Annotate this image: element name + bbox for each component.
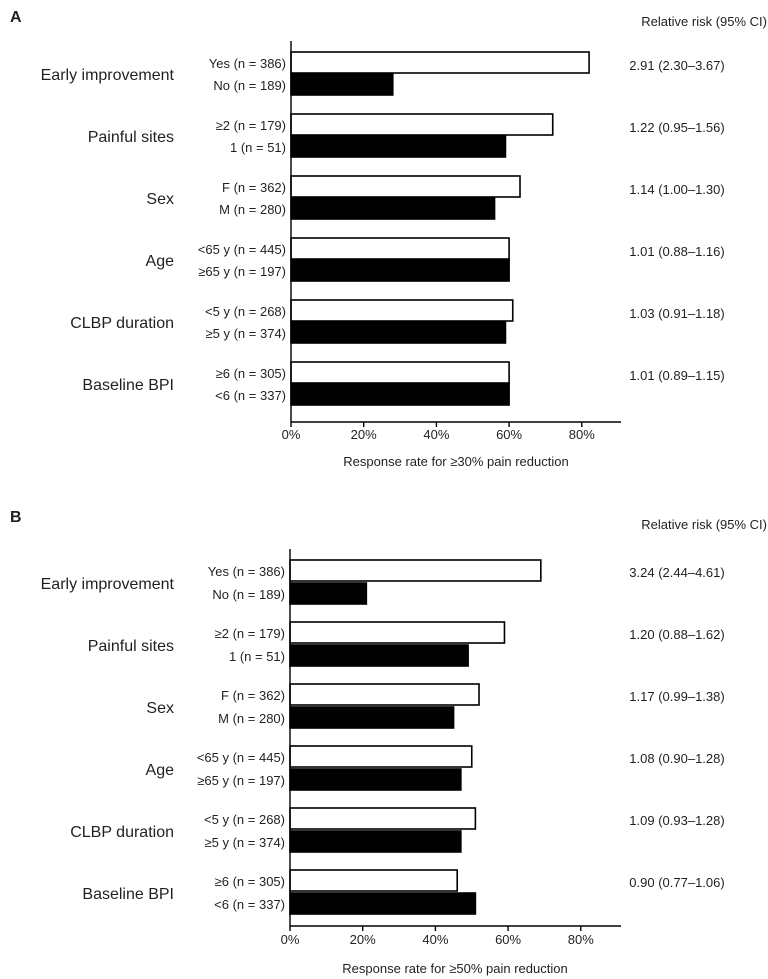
x-tick-label: 20% (351, 427, 377, 442)
bar-label: <5 y (n = 268) (204, 812, 285, 827)
x-tick-label: 80% (568, 932, 594, 947)
relative-risk-value: 1.17 (0.99–1.38) (629, 689, 724, 704)
x-tick-label: 40% (423, 427, 449, 442)
bar-white (290, 175, 521, 198)
panel-label: A (10, 9, 22, 26)
bar-black (290, 73, 394, 96)
bar-label: ≥2 (n = 179) (216, 118, 286, 133)
relative-risk-value: 1.01 (0.89–1.15) (629, 368, 724, 383)
relative-risk-value: 1.09 (0.93–1.28) (629, 813, 724, 828)
bar-label: <5 y (n = 268) (205, 304, 286, 319)
bar-label: ≥5 y (n = 374) (206, 326, 286, 341)
bar-label: Yes (n = 386) (209, 56, 286, 71)
bar-label: ≥65 y (n = 197) (198, 264, 286, 279)
bar-label: M (n = 280) (218, 711, 285, 726)
group-label: Painful sites (88, 638, 174, 655)
bar-white (289, 559, 542, 582)
group-label: Age (146, 762, 175, 779)
x-axis-title: Response rate for ≥50% pain reduction (342, 961, 567, 976)
bar-white (289, 807, 477, 830)
relative-risk-value: 0.90 (0.77–1.06) (629, 875, 724, 890)
x-tick-label: 0% (281, 932, 300, 947)
panel-label: B (10, 509, 22, 526)
x-tick-label: 20% (350, 932, 376, 947)
bar-label: 1 (n = 51) (230, 140, 286, 155)
bar-label: F (n = 362) (222, 180, 286, 195)
bar-label: No (n = 189) (212, 587, 285, 602)
group-label: Age (146, 253, 175, 270)
group-label: Baseline BPI (82, 377, 174, 394)
bar-black (289, 644, 469, 667)
bar-label: 1 (n = 51) (229, 649, 285, 664)
group-label: Painful sites (88, 129, 174, 146)
bar-label: <6 (n = 337) (215, 388, 286, 403)
bar-label: <65 y (n = 445) (197, 750, 285, 765)
chart-panel-a: A Relative risk (95% CI) Yes (n = 386) No (… (10, 9, 767, 469)
bar-label: <6 (n = 337) (214, 897, 285, 912)
bar-label: ≥6 (n = 305) (216, 366, 286, 381)
group-label: CLBP duration (70, 315, 174, 332)
bar-white (289, 869, 459, 892)
bar-black (290, 383, 510, 406)
x-tick-label: 0% (282, 427, 301, 442)
bar-label: ≥6 (n = 305) (215, 874, 285, 889)
bar-label: ≥2 (n = 179) (215, 626, 285, 641)
x-tick-label: 80% (569, 427, 595, 442)
bar-black (289, 768, 462, 791)
bar-black (289, 830, 462, 853)
bar-white (289, 683, 480, 706)
group-label: Early improvement (41, 67, 175, 84)
relative-risk-header: Relative risk (95% CI) (641, 14, 767, 29)
bar-label: Yes (n = 386) (208, 564, 285, 579)
chart-panel-b: B Relative risk (95% CI) Yes (n = 386) No (… (10, 509, 767, 976)
bar-black (290, 259, 510, 282)
relative-risk-value: 1.03 (0.91–1.18) (629, 306, 724, 321)
relative-risk-value: 1.20 (0.88–1.62) (629, 627, 724, 642)
relative-risk-value: 3.24 (2.44–4.61) (629, 565, 724, 580)
bar-white (289, 621, 506, 644)
x-axis-title: Response rate for ≥30% pain reduction (343, 454, 568, 469)
group-label: Sex (146, 191, 174, 208)
bar-black (289, 582, 368, 605)
relative-risk-value: 1.14 (1.00–1.30) (629, 182, 724, 197)
bar-white (290, 113, 554, 136)
group-label: Early improvement (41, 576, 175, 593)
relative-risk-value: 1.08 (0.90–1.28) (629, 751, 724, 766)
relative-risk-value: 1.22 (0.95–1.56) (629, 120, 724, 135)
bar-label: <65 y (n = 445) (198, 242, 286, 257)
bar-white (290, 361, 510, 384)
group-label: CLBP duration (70, 824, 174, 841)
bar-black (290, 135, 507, 158)
bar-label: F (n = 362) (221, 688, 285, 703)
relative-risk-header: Relative risk (95% CI) (641, 517, 767, 532)
bar-black (290, 197, 496, 220)
bar-white (289, 745, 473, 768)
bar-label: M (n = 280) (219, 202, 286, 217)
x-tick-label: 60% (495, 932, 521, 947)
bar-white (290, 299, 514, 322)
bar-white (290, 51, 590, 74)
bar-white (290, 237, 510, 260)
bar-black (289, 706, 455, 729)
bar-black (289, 892, 477, 915)
x-tick-label: 60% (496, 427, 522, 442)
bar-black (290, 321, 507, 344)
x-tick-label: 40% (422, 932, 448, 947)
bar-label: ≥65 y (n = 197) (197, 773, 285, 788)
relative-risk-value: 2.91 (2.30–3.67) (629, 58, 724, 73)
relative-risk-value: 1.01 (0.88–1.16) (629, 244, 724, 259)
bar-label: No (n = 189) (213, 78, 286, 93)
group-label: Sex (146, 700, 174, 717)
group-label: Baseline BPI (82, 886, 174, 903)
bar-label: ≥5 y (n = 374) (205, 835, 285, 850)
